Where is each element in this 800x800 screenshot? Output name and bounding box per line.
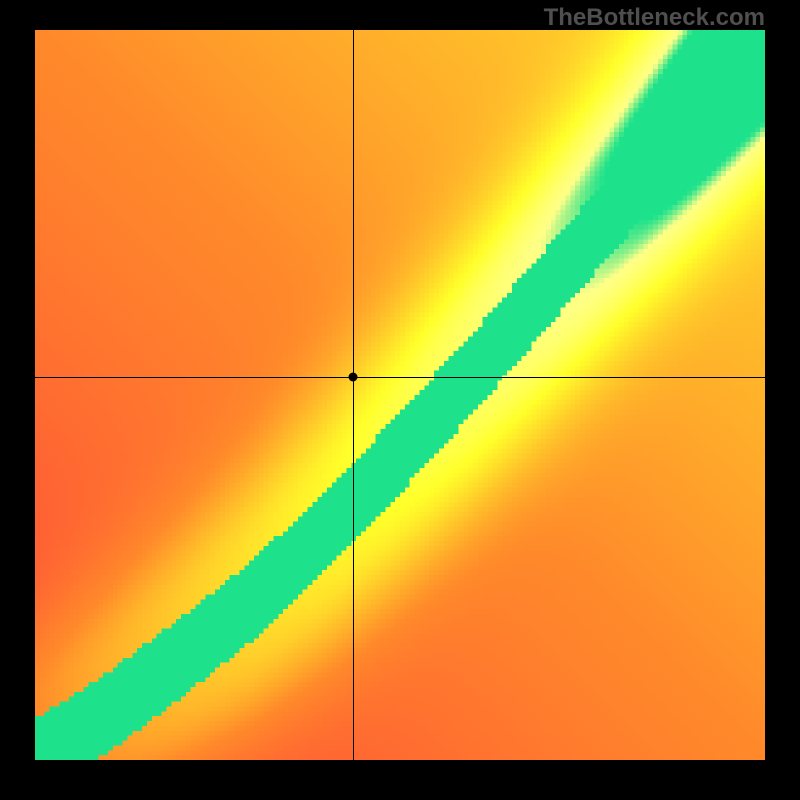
crosshair-vertical: [353, 30, 354, 760]
heatmap-plot: [35, 30, 765, 760]
heatmap-canvas: [35, 30, 765, 760]
watermark-text: TheBottleneck.com: [544, 4, 765, 32]
crosshair-horizontal: [35, 377, 765, 378]
chart-frame: TheBottleneck.com: [0, 0, 800, 800]
crosshair-marker: [348, 372, 357, 381]
